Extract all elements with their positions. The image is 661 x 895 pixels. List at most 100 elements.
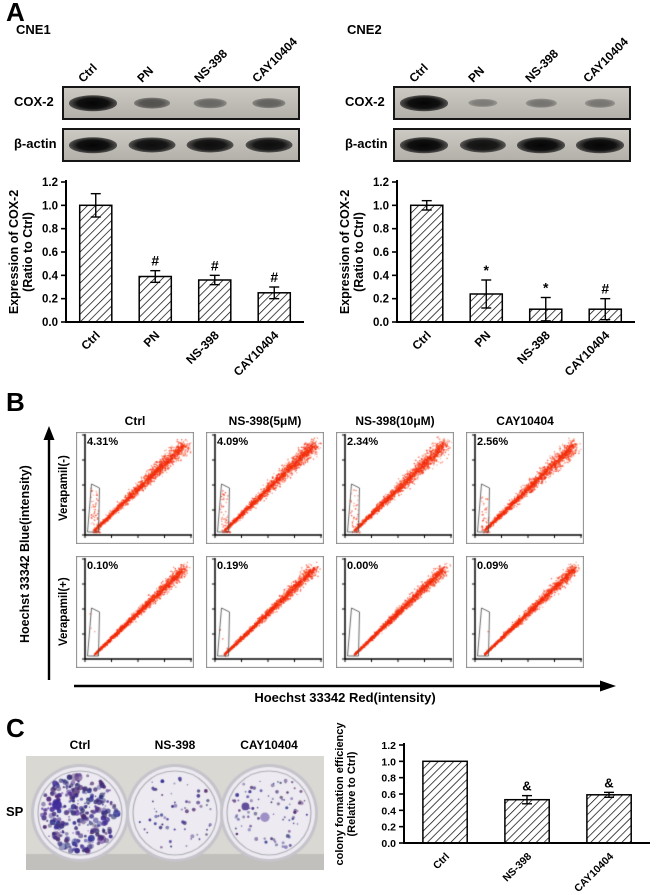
dish-label-ns398: NS-398 xyxy=(154,738,196,752)
blot-image-cox2-cne1 xyxy=(62,86,300,120)
svg-text:1.0: 1.0 xyxy=(42,200,58,212)
svg-text:0.4: 0.4 xyxy=(373,270,390,282)
blot-image-cox2-cne2 xyxy=(393,86,631,120)
flow-plot-ns398-10-minus: 2.34% xyxy=(336,432,454,544)
colony-formation-photo xyxy=(26,756,324,870)
flow-scatter-canvas xyxy=(466,556,584,668)
y-axis-arrow-icon xyxy=(43,426,55,680)
lane-label-cay10404: CAY10404 xyxy=(249,34,301,86)
band-name-bactin: β-actin xyxy=(345,136,388,151)
svg-text:Ctrl: Ctrl xyxy=(431,851,452,872)
svg-text:1.2: 1.2 xyxy=(381,740,396,752)
svg-text:0.4: 0.4 xyxy=(381,805,396,817)
lane-label-pn: PN xyxy=(134,63,157,86)
sp-row-label: SP xyxy=(6,804,24,819)
svg-text:*: * xyxy=(543,280,549,296)
colony-dishes-canvas xyxy=(26,756,324,870)
flow-scatter-canvas xyxy=(336,432,454,544)
sp-percentage: 0.09% xyxy=(477,560,509,572)
flow-plot-cay10404-plus: 0.09% xyxy=(466,556,584,668)
svg-text:0.8: 0.8 xyxy=(373,224,390,236)
sp-percentage: 4.31% xyxy=(87,436,119,448)
x-axis-arrow-icon xyxy=(74,680,616,692)
flow-scatter-canvas xyxy=(76,432,194,544)
svg-text:#: # xyxy=(151,253,159,269)
flow-plot-ns398-10-plus: 0.00% xyxy=(336,556,454,668)
sp-percentage: 2.56% xyxy=(477,436,509,448)
sp-percentage: 0.19% xyxy=(217,560,249,572)
svg-text:Ctrl: Ctrl xyxy=(78,328,103,353)
verapamil-minus-label: Verapamil(-) xyxy=(58,455,70,521)
blot-image-bactin-cne2 xyxy=(393,128,631,162)
svg-text:#: # xyxy=(211,257,219,273)
svg-text:0.2: 0.2 xyxy=(42,294,58,306)
flow-x-axis-label: Hoechst 33342 Red(intensity) xyxy=(254,690,436,705)
lane-label-ns398: NS-398 xyxy=(522,46,562,86)
panel-b-label: B xyxy=(6,387,25,417)
sp-percentage: 2.34% xyxy=(347,436,379,448)
svg-text:0.0: 0.0 xyxy=(42,317,58,329)
svg-text:1.0: 1.0 xyxy=(381,756,396,768)
flow-plot-ctrl-minus: 4.31% xyxy=(76,432,194,544)
svg-text:1.0: 1.0 xyxy=(373,200,389,212)
dish-label-cay10404: CAY10404 xyxy=(240,738,298,752)
svg-text:NS-398: NS-398 xyxy=(500,851,534,885)
lane-label-ctrl: Ctrl xyxy=(75,60,100,86)
flow-scatter-canvas xyxy=(206,556,324,668)
svg-text:0.4: 0.4 xyxy=(42,270,59,282)
svg-text:Expression of COX-2(Ratio to C: Expression of COX-2(Ratio to Ctrl) xyxy=(7,190,35,314)
band-name-bactin: β-actin xyxy=(14,136,57,151)
svg-text:1.2: 1.2 xyxy=(373,177,389,189)
verapamil-plus-label: Verapamil(+) xyxy=(58,577,70,647)
svg-text:&: & xyxy=(522,779,531,794)
svg-text:0.2: 0.2 xyxy=(373,294,389,306)
flow-plot-ns398-5-plus: 0.19% xyxy=(206,556,324,668)
band-name-cox2: COX-2 xyxy=(345,94,385,109)
svg-text:0.0: 0.0 xyxy=(373,317,389,329)
cell-line-title-cne2: CNE2 xyxy=(347,22,382,37)
svg-text:0.0: 0.0 xyxy=(381,838,396,850)
svg-text:0.6: 0.6 xyxy=(381,789,396,801)
svg-text:NS-398: NS-398 xyxy=(514,328,553,367)
svg-text:0.8: 0.8 xyxy=(381,773,396,785)
cell-line-title-cne1: CNE1 xyxy=(16,22,51,37)
flow-plot-ns398-5-minus: 4.09% xyxy=(206,432,324,544)
svg-text:CAY10404: CAY10404 xyxy=(231,328,282,379)
panel-a-label: A xyxy=(6,0,25,27)
svg-text:Ctrl: Ctrl xyxy=(409,328,434,353)
svg-text:NS-398: NS-398 xyxy=(183,328,222,367)
flow-col-title-ns398-5: NS-398(5μM) xyxy=(228,414,302,428)
flow-scatter-canvas xyxy=(336,556,454,668)
flow-col-title-cay10404: CAY10404 xyxy=(496,414,554,428)
svg-text:0.6: 0.6 xyxy=(42,247,58,259)
dish-label-ctrl: Ctrl xyxy=(69,738,91,752)
blot-image-bactin-cne1 xyxy=(62,128,300,162)
bar-chart-colony-formation: 0.0 0.2 0.4 0.6 0.8 1.0 1.2 Ctrl & NS-398 & CAY1040… xyxy=(334,722,660,895)
flow-scatter-canvas xyxy=(466,432,584,544)
svg-text:0.2: 0.2 xyxy=(381,822,396,834)
lane-label-pn: PN xyxy=(465,63,488,86)
svg-text:PN: PN xyxy=(141,328,163,350)
svg-text:colony formation efficiency(Re: colony formation efficiency(Relative to … xyxy=(334,722,358,866)
flow-scatter-canvas xyxy=(76,556,194,668)
svg-text:Expression of COX-2(Ratio to C: Expression of COX-2(Ratio to Ctrl) xyxy=(338,190,366,314)
svg-text:*: * xyxy=(484,262,490,278)
bar-chart-cne1-cox2: 0.0 0.2 0.4 0.6 0.8 1.0 1.2 Ctrl # PN # NS-398 # CAY1… xyxy=(7,168,318,386)
svg-text:#: # xyxy=(270,269,278,285)
flow-col-title-ns398-10: NS-398(10μM) xyxy=(355,414,435,428)
flow-y-axis-label: Hoechst 33342 Blue(intensity) xyxy=(18,465,32,643)
svg-text:0.8: 0.8 xyxy=(42,224,59,236)
lane-label-ns398: NS-398 xyxy=(191,46,231,86)
svg-text:CAY10404: CAY10404 xyxy=(572,851,616,895)
svg-text:CAY10404: CAY10404 xyxy=(562,328,613,379)
lane-label-ctrl: Ctrl xyxy=(406,60,431,86)
svg-text:&: & xyxy=(604,775,613,790)
lane-label-cay10404: CAY10404 xyxy=(580,34,632,86)
svg-text:1.2: 1.2 xyxy=(42,177,58,189)
panel-c-label: C xyxy=(6,713,25,743)
band-name-cox2: COX-2 xyxy=(14,94,54,109)
flow-col-title-ctrl: Ctrl xyxy=(124,414,146,428)
sp-percentage: 4.09% xyxy=(217,436,249,448)
svg-text:0.6: 0.6 xyxy=(373,247,389,259)
